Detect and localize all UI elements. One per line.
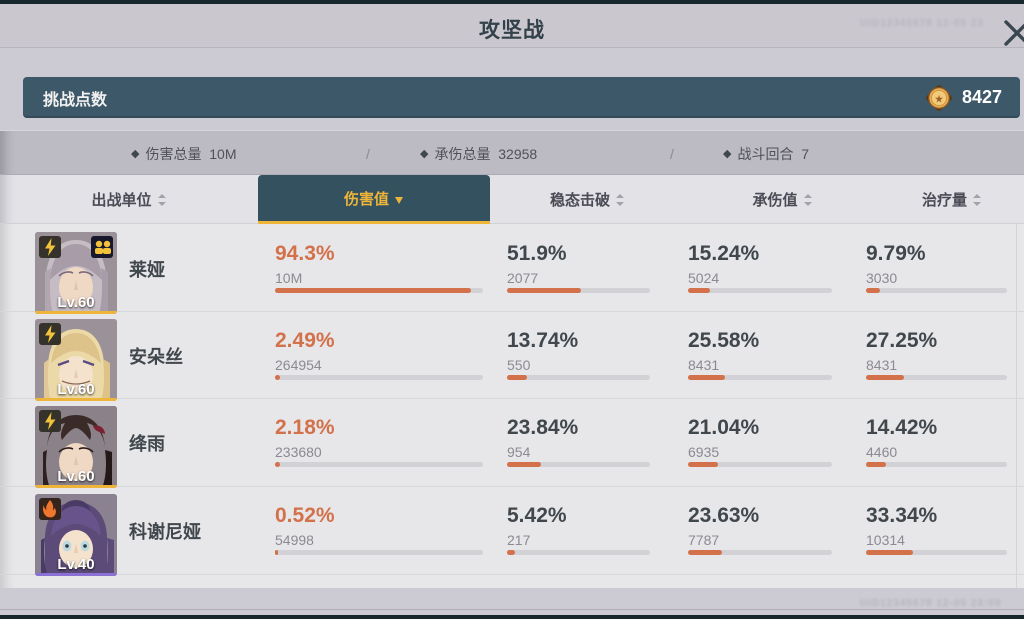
svg-text:★: ★ [935,94,944,104]
